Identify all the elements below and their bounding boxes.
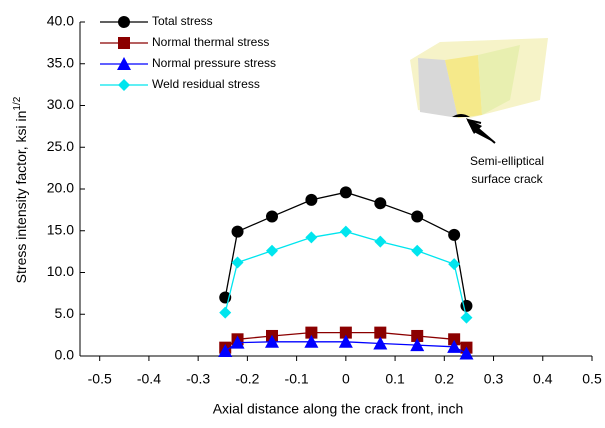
marker	[266, 245, 278, 257]
y-axis-title-sup: 1/2	[12, 96, 23, 110]
legend-marker	[118, 79, 130, 91]
marker	[305, 231, 317, 243]
legend-label: Weld residual stress	[152, 77, 260, 91]
x-tick-label: 0.2	[435, 371, 455, 387]
y-tick-label: 0.0	[55, 347, 75, 363]
y-tick-label: 30.0	[47, 96, 74, 112]
crack-illustration	[410, 38, 548, 118]
marker	[340, 186, 352, 198]
x-tick-label: -0.4	[137, 371, 161, 387]
x-tick-label: 0	[342, 371, 350, 387]
marker	[340, 226, 352, 238]
marker	[374, 197, 386, 209]
y-tick-label: 10.0	[47, 263, 74, 279]
marker	[460, 312, 472, 324]
marker	[219, 307, 231, 319]
x-tick-label: 0.5	[582, 371, 602, 387]
legend-label: Normal pressure stress	[152, 56, 276, 70]
x-tick-label: 0.1	[385, 371, 405, 387]
marker	[232, 226, 244, 238]
x-axis-title: Axial distance along the crack front, in…	[213, 401, 464, 417]
legend-label: Normal thermal stress	[152, 35, 269, 49]
legend-label: Total stress	[152, 14, 213, 28]
marker	[305, 194, 317, 206]
y-tick-label: 40.0	[47, 13, 74, 29]
y-tick-label: 5.0	[55, 305, 75, 321]
y-tick-label: 25.0	[47, 138, 74, 154]
series-line	[225, 232, 466, 318]
marker	[411, 211, 423, 223]
x-tick-label: 0.4	[533, 371, 553, 387]
marker	[411, 245, 423, 257]
marker	[232, 256, 244, 268]
legend-marker	[118, 37, 130, 49]
x-tick-label: -0.2	[235, 371, 259, 387]
x-tick-label: -0.1	[285, 371, 309, 387]
y-tick-label: 35.0	[47, 54, 74, 70]
series-line	[225, 192, 466, 306]
x-tick-label: 0.3	[484, 371, 504, 387]
marker	[448, 229, 460, 241]
y-tick-label: 15.0	[47, 221, 74, 237]
chart: Semi-elliptical surface crack Axial dist…	[0, 0, 605, 428]
annotation: surface crack	[471, 172, 543, 186]
marker	[266, 211, 278, 223]
y-tick-label: 20.0	[47, 180, 74, 196]
marker	[374, 236, 386, 248]
annotation: Semi-elliptical	[470, 154, 544, 168]
legend-marker	[118, 16, 130, 28]
y-axis-title-main: Stress intensity factor, ksi in	[13, 111, 29, 284]
x-tick-label: -0.5	[88, 371, 112, 387]
x-tick-label: -0.3	[186, 371, 210, 387]
y-axis-title: Stress intensity factor, ksi in1/2	[12, 96, 29, 283]
